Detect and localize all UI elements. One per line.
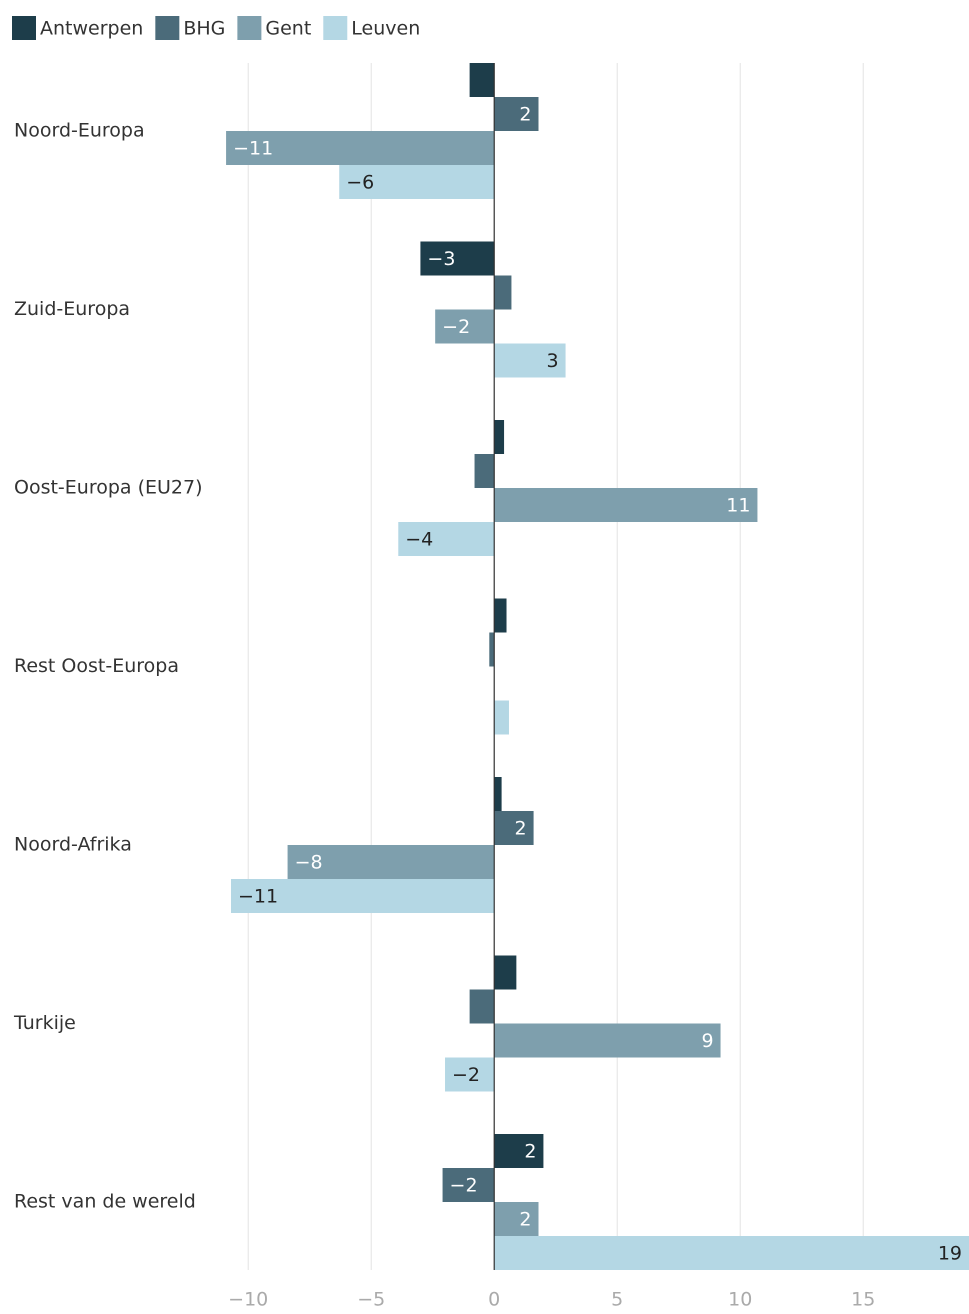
bar <box>398 522 495 556</box>
category-label: Turkije <box>13 1012 76 1034</box>
bar <box>494 1236 969 1270</box>
bar <box>494 343 566 378</box>
bar <box>494 598 507 633</box>
value-label: −2 <box>442 316 470 338</box>
bar <box>494 420 505 454</box>
legend-label: Leuven <box>351 18 420 40</box>
value-label: 19 <box>938 1243 962 1265</box>
legend-label: Antwerpen <box>40 18 143 40</box>
value-label: 3 <box>546 350 558 372</box>
value-label: −3 <box>427 248 455 270</box>
value-label: −11 <box>233 138 273 160</box>
bar <box>287 845 495 879</box>
bar <box>226 131 495 165</box>
legend-label: BHG <box>183 18 225 40</box>
bar <box>494 955 517 990</box>
x-tick-label: 10 <box>728 1289 752 1311</box>
bar <box>489 632 495 667</box>
bar <box>494 1202 539 1236</box>
legend-swatch <box>155 16 180 40</box>
bar <box>494 777 502 811</box>
bar <box>420 241 495 276</box>
bar <box>435 309 495 344</box>
bar <box>494 275 512 310</box>
value-label: −8 <box>295 852 323 874</box>
bar <box>231 879 495 913</box>
value-label: 2 <box>514 818 526 840</box>
x-tick-label: 0 <box>488 1289 500 1311</box>
category-label: Rest Oost-Europa <box>14 655 179 677</box>
value-label: 2 <box>519 1209 531 1231</box>
bar <box>494 1023 721 1058</box>
legend-swatch <box>237 16 262 40</box>
x-tick-label: 15 <box>851 1289 875 1311</box>
x-tick-label: 5 <box>611 1289 623 1311</box>
bar <box>339 165 495 199</box>
value-label: 9 <box>701 1030 713 1052</box>
value-label: −6 <box>346 172 374 194</box>
x-tick-label: −5 <box>357 1289 385 1311</box>
value-label: −4 <box>405 529 433 551</box>
bar <box>445 1057 495 1092</box>
value-label: −11 <box>238 886 278 908</box>
value-label: 2 <box>524 1141 536 1163</box>
value-label: −2 <box>452 1064 480 1086</box>
value-label: 2 <box>519 104 531 126</box>
category-label: Rest van de wereld <box>14 1191 196 1213</box>
category-label: Oost-Europa (EU27) <box>14 477 203 499</box>
bar <box>469 63 495 97</box>
value-label: 11 <box>726 495 750 517</box>
bar <box>442 1168 495 1202</box>
bar <box>469 989 495 1024</box>
bar <box>494 1134 544 1168</box>
legend-label: Gent <box>265 18 311 40</box>
bar <box>494 700 509 735</box>
x-tick-label: −10 <box>228 1289 268 1311</box>
value-label: −2 <box>450 1175 478 1197</box>
bar <box>494 488 758 522</box>
category-label: Zuid-Europa <box>14 298 130 320</box>
bar <box>494 811 534 845</box>
legend-swatch <box>323 16 348 40</box>
legend-swatch <box>12 16 36 40</box>
bar <box>494 97 539 131</box>
category-label: Noord-Europa <box>14 120 145 142</box>
category-label: Noord-Afrika <box>14 834 132 856</box>
bar <box>474 454 495 488</box>
